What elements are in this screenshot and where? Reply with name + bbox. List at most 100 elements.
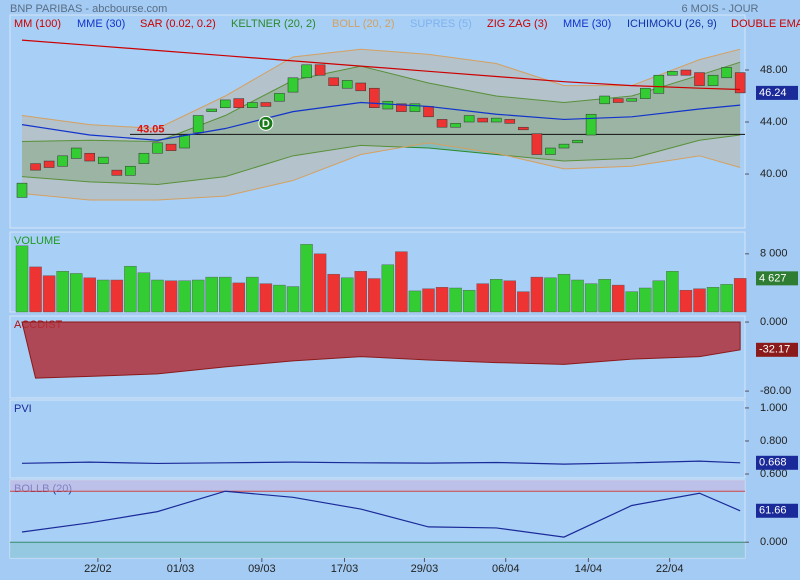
volume-bar [56,271,69,313]
candle [84,152,95,162]
band-line [21,48,741,130]
last-value-box [756,85,798,100]
volume-bar [259,283,273,313]
level-label: 43.05 [137,123,165,135]
candle [409,103,421,112]
candle [57,155,68,167]
volume-bar [706,287,720,313]
volume-bar [286,286,300,313]
candle [355,82,366,92]
volume-bar [300,244,313,313]
candle [518,126,529,131]
candle [165,143,177,151]
x-tick-label: 01/03 [167,563,195,575]
candle [612,98,624,103]
legend-entry: SUPRES (5) [410,18,472,30]
candle [125,165,136,176]
candle [721,67,732,79]
volume-bar [273,284,286,313]
volume-bar [679,289,693,313]
volume-bar [354,271,367,313]
candle [694,72,705,86]
volume-bar [476,283,489,313]
x-tick-label: 14/04 [575,563,603,575]
x-tick-label: 29/03 [411,563,439,575]
volume-bar [652,280,666,313]
candle [314,64,326,76]
legend-entry: DOUBLE EMA [731,18,800,30]
band-fill [22,62,741,185]
x-tick-label: 06/04 [492,563,520,575]
volume-bar [598,279,611,313]
volume-bar [490,279,503,313]
candle [247,102,258,108]
volume-bar [178,280,191,313]
volume-bar [191,279,205,313]
y-tick-label: 48.00 [760,64,788,76]
x-tick-label: 22/04 [656,563,684,575]
volume-bar [368,278,381,313]
source: BNP PARIBAS - abcbourse.com [10,3,167,15]
legend-entry: MME (30) [563,18,611,30]
volume-bar [733,278,747,313]
candle [138,152,150,164]
lower-zone [10,542,745,558]
candle [152,142,163,154]
volume-bar [449,287,462,313]
volume-bar [151,279,164,313]
y-tick-label: 1.000 [760,402,788,414]
candle [70,147,82,159]
volume-bar [435,287,449,313]
last-value-label: 4 627 [759,272,787,284]
volume-bar [83,277,96,313]
volume-bar [137,272,151,313]
volume-bar [341,277,354,313]
volume-bar [693,288,706,313]
candle [504,119,516,124]
volume-bar [110,279,124,313]
volume-bar [42,275,56,313]
candle [43,160,55,168]
candle [734,72,746,94]
candle [491,117,502,123]
event-label: D [262,118,270,130]
candle [585,113,597,136]
band-line [21,142,741,201]
volume-bar [124,265,137,313]
indicator-line [21,101,741,141]
volume-bar [164,280,178,313]
y-tick-label: 0.600 [760,468,788,480]
candle [206,108,217,112]
y-tick-label: 8 000 [760,248,788,260]
volume-bar [219,276,232,313]
band-fill [22,49,741,201]
volume-bar [422,288,435,313]
candle [287,77,299,93]
candle [260,102,272,107]
legend-entry: BOLL (20, 2) [332,18,395,30]
volume-bar [232,282,246,313]
volume-bar [408,290,422,313]
y-tick-label: -80.00 [760,385,791,397]
candle [572,139,583,144]
candle [98,156,109,164]
x-tick-label: 17/03 [331,563,359,575]
indicator-line [21,39,741,91]
candle [463,115,475,123]
legend-entry: MME (30) [77,18,125,30]
volume-bar [395,251,408,313]
volume-bar [381,264,395,313]
last-value-box [756,455,798,470]
candle [369,87,380,108]
candle [301,64,312,79]
legend-entry: ICHIMOKU (26, 9) [627,18,717,30]
volume-bar [97,279,110,313]
candle [680,69,692,76]
volume-bar [15,245,29,313]
legend-entry: SAR (0.02, 0.2) [140,18,216,30]
volume-bar [584,283,598,313]
band-line [21,134,741,185]
volume-bar [720,284,733,313]
